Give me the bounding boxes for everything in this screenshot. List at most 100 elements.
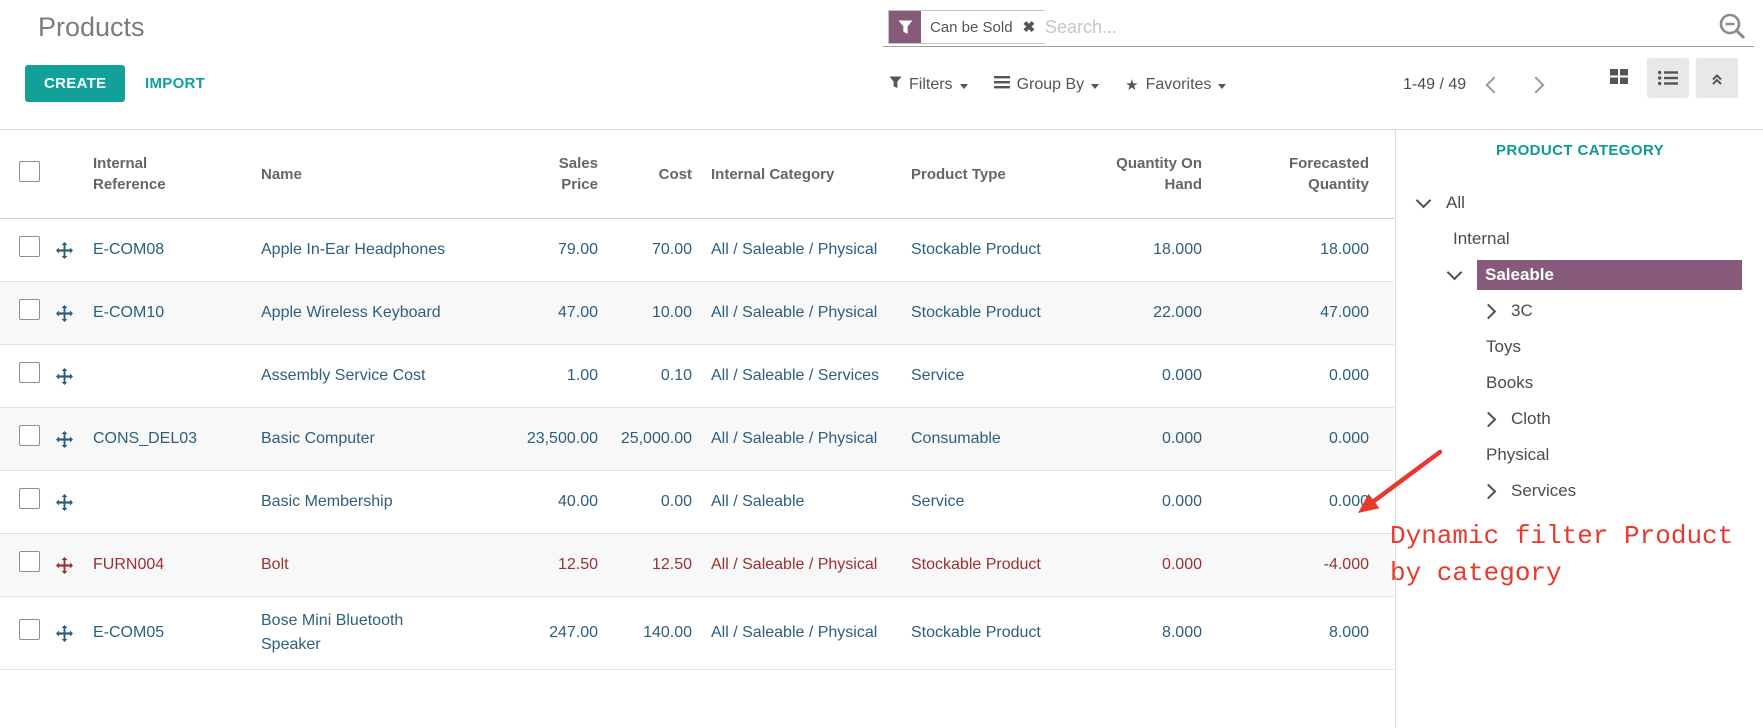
column-header-sales-price[interactable]: Sales Price <box>558 155 598 193</box>
kanban-view-icon[interactable] <box>1598 58 1640 98</box>
drag-handle-icon[interactable] <box>45 482 83 523</box>
drag-handle-icon[interactable] <box>45 293 83 334</box>
column-header-cost[interactable]: Cost <box>658 165 692 183</box>
table-header-row: Internal Reference Name Sales Price Cost… <box>0 130 1394 219</box>
favorites-star-icon: ★ <box>1125 77 1139 94</box>
cell-internal-reference <box>83 490 251 514</box>
cell-product-type: Stockable Product <box>911 556 1041 573</box>
category-tree-item[interactable]: Internal <box>1396 221 1763 257</box>
collapse-panel-icon[interactable] <box>1696 58 1738 98</box>
cell-product-type: Service <box>911 367 965 384</box>
cell-forecasted-quantity: -4.000 <box>1323 556 1369 573</box>
search-input[interactable] <box>1043 11 1587 43</box>
row-checkbox[interactable] <box>19 618 40 640</box>
drag-handle-icon[interactable] <box>45 419 83 460</box>
pager-range: 1-49 / 49 <box>1403 76 1467 93</box>
facet-remove-icon[interactable]: ✖ <box>1022 19 1036 36</box>
group-by-bars-icon <box>993 76 1010 94</box>
column-header-name[interactable]: Name <box>261 165 302 183</box>
cell-product-type: Stockable Product <box>911 241 1041 258</box>
content-divider <box>0 129 1763 130</box>
caret-down-icon <box>1091 83 1100 89</box>
table-row[interactable]: Assembly Service Cost 1.00 0.10 All / Sa… <box>0 345 1394 408</box>
cell-sales-price: 1.00 <box>566 367 598 384</box>
drag-handle-icon[interactable] <box>45 356 83 397</box>
list-view-icon[interactable] <box>1647 58 1689 98</box>
table-row[interactable]: E-COM05 Bose Mini Bluetooth Speaker 247.… <box>0 597 1394 670</box>
cell-name: Bose Mini Bluetooth Speaker <box>261 612 404 653</box>
column-header-product-type[interactable]: Product Type <box>911 165 1006 183</box>
pager: 1-49 / 49 <box>1403 70 1545 100</box>
cell-forecasted-quantity: 8.000 <box>1328 624 1369 641</box>
product-table-body: E-COM08 Apple In-Ear Headphones 79.00 70… <box>0 219 1394 670</box>
cell-internal-category: All / Saleable <box>711 493 805 510</box>
category-tree-item[interactable]: Physical <box>1396 437 1763 473</box>
cell-cost: 0.00 <box>660 493 692 510</box>
search-controls: Filters Group By ★ Favorites <box>889 70 1227 100</box>
cell-quantity-on-hand: 22.000 <box>1153 304 1202 321</box>
cell-sales-price: 47.00 <box>557 304 598 321</box>
tree-expander-icon[interactable] <box>1478 411 1498 427</box>
row-checkbox[interactable] <box>19 550 40 572</box>
search-icon[interactable] <box>1718 12 1748 47</box>
category-label: Toys <box>1486 337 1521 356</box>
drag-handle-icon[interactable] <box>45 230 83 271</box>
column-header-forecasted-quantity[interactable]: Forecasted Quantity <box>1288 155 1369 193</box>
column-header-internal-category[interactable]: Internal Category <box>711 165 835 183</box>
row-checkbox[interactable] <box>19 298 40 320</box>
cell-quantity-on-hand: 18.000 <box>1153 241 1202 258</box>
table-row[interactable]: Basic Membership 40.00 0.00 All / Saleab… <box>0 471 1394 534</box>
import-button[interactable]: IMPORT <box>139 74 211 93</box>
tree-expander-icon[interactable] <box>1413 192 1433 209</box>
cell-sales-price: 40.00 <box>557 493 598 510</box>
table-row[interactable]: E-COM08 Apple In-Ear Headphones 79.00 70… <box>0 219 1394 282</box>
category-tree-item[interactable]: All <box>1396 185 1763 221</box>
category-label: Saleable <box>1477 260 1742 290</box>
table-row[interactable]: CONS_DEL03 Basic Computer 23,500.00 25,0… <box>0 408 1394 471</box>
cell-internal-reference: E-COM05 <box>93 624 165 641</box>
drag-handle-icon[interactable] <box>45 545 83 586</box>
caret-down-icon <box>1218 83 1227 89</box>
row-checkbox[interactable] <box>19 361 40 383</box>
filters-button[interactable]: Filters <box>889 76 968 94</box>
row-checkbox[interactable] <box>19 487 40 509</box>
category-label: 3C <box>1511 301 1533 320</box>
tree-expander-icon[interactable] <box>1478 303 1498 319</box>
annotation-text: Dynamic filter Product by category <box>1390 518 1733 592</box>
select-all-checkbox[interactable] <box>19 160 40 182</box>
column-header-internal-reference[interactable]: Internal Reference <box>93 155 166 193</box>
cell-sales-price: 79.00 <box>557 241 598 258</box>
cell-internal-category: All / Saleable / Physical <box>711 304 878 321</box>
annotation-arrow <box>1358 449 1443 513</box>
cell-name: Apple In-Ear Headphones <box>261 241 446 258</box>
category-tree-item[interactable]: Services <box>1396 473 1763 509</box>
cell-internal-category: All / Saleable / Physical <box>711 624 878 641</box>
cell-internal-reference: FURN004 <box>93 556 165 573</box>
product-category-panel: PRODUCT CATEGORY All Internal Saleable 3… <box>1395 130 1763 728</box>
row-checkbox[interactable] <box>19 235 40 257</box>
table-row[interactable]: E-COM10 Apple Wireless Keyboard 47.00 10… <box>0 282 1394 345</box>
group-by-button[interactable]: Group By <box>993 76 1100 94</box>
search-facet-can-be-sold: Can be Sold ✖ <box>888 10 1046 44</box>
filters-label: Filters <box>909 76 953 93</box>
category-tree-item[interactable]: 3C <box>1396 293 1763 329</box>
category-tree-item[interactable]: Toys <box>1396 329 1763 365</box>
drag-handle-icon[interactable] <box>45 613 83 654</box>
category-tree-item[interactable]: Books <box>1396 365 1763 401</box>
create-button[interactable]: CREATE <box>25 65 126 102</box>
category-tree-item[interactable]: Saleable <box>1396 257 1763 293</box>
cell-name: Assembly Service Cost <box>261 367 426 384</box>
cell-internal-reference: E-COM08 <box>93 241 165 258</box>
cell-name: Basic Membership <box>261 493 393 510</box>
table-row[interactable]: FURN004 Bolt 12.50 12.50 All / Saleable … <box>0 534 1394 597</box>
pager-next-icon[interactable] <box>1527 76 1545 94</box>
tree-expander-icon[interactable] <box>1444 264 1464 281</box>
tree-expander-icon[interactable] <box>1478 483 1498 499</box>
column-header-quantity-on-hand[interactable]: Quantity On Hand <box>1116 155 1202 193</box>
cell-internal-category: All / Saleable / Physical <box>711 241 878 258</box>
favorites-button[interactable]: ★ Favorites <box>1125 76 1227 94</box>
row-checkbox[interactable] <box>19 424 40 446</box>
category-tree-item[interactable]: Cloth <box>1396 401 1763 437</box>
pager-previous-icon[interactable] <box>1485 76 1503 94</box>
